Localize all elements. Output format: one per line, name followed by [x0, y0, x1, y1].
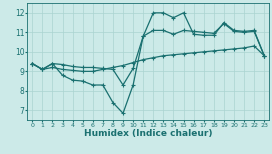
- X-axis label: Humidex (Indice chaleur): Humidex (Indice chaleur): [84, 129, 212, 138]
